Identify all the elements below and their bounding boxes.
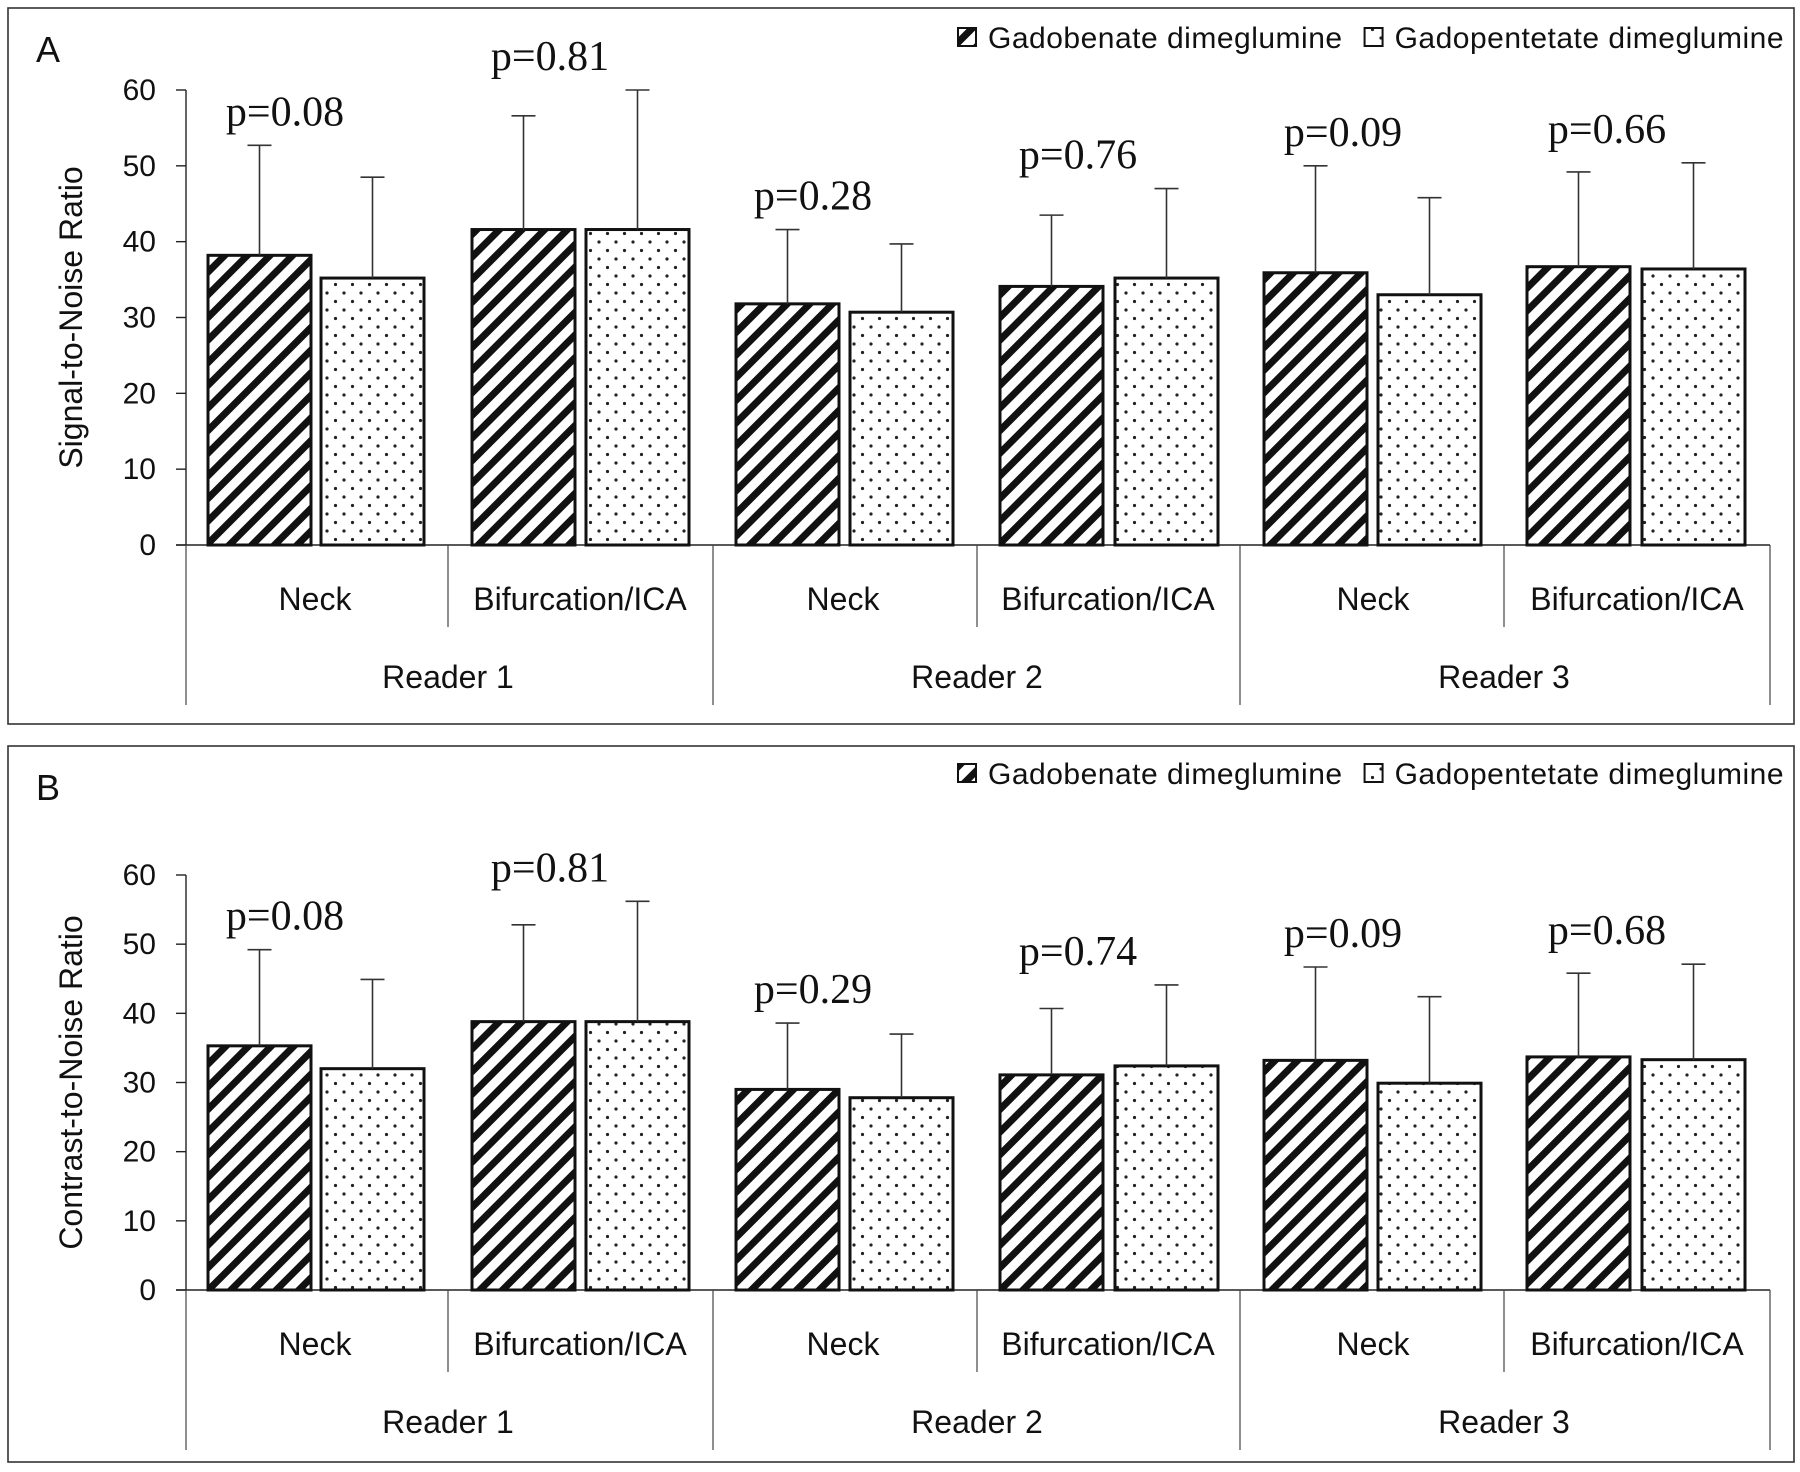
p-value-label: p=0.81 (491, 845, 609, 891)
bar-gadobenate (1262, 1058, 1369, 1292)
y-axis-label: Contrast-to-Noise Ratio (53, 915, 89, 1249)
y-tick-label: 30 (123, 302, 156, 335)
bar-gadobenate (998, 284, 1105, 547)
p-value-label: p=0.29 (754, 967, 872, 1013)
y-tick-label: 0 (139, 1274, 156, 1307)
legend-swatch-gadopentetate (1363, 763, 1384, 783)
legend-swatch-gadobenate (957, 763, 977, 783)
y-tick-label: 60 (123, 74, 156, 107)
panel-b: B Gadopentetate dimeglumine Gadobenate dim… (7, 745, 1795, 1463)
bar-gadopentetate (1113, 1064, 1220, 1292)
x-group-label: Reader 2 (911, 659, 1043, 695)
x-category-label: Bifurcation/ICA (473, 1326, 687, 1362)
p-value-label: p=0.08 (226, 894, 344, 940)
bar-gadopentetate (319, 1067, 426, 1292)
panel-label: B (36, 767, 60, 808)
y-tick-label: 30 (123, 1067, 156, 1100)
bar-gadopentetate (1113, 276, 1220, 547)
legend-label-gadopentetate: Gadopentetate dimeglumine (1395, 22, 1784, 55)
p-value-label: p=0.76 (1019, 133, 1137, 179)
x-category-label: Bifurcation/ICA (1530, 581, 1744, 617)
x-category-label: Bifurcation/ICA (1001, 1326, 1215, 1362)
legend-label-gadobenate: Gadobenate dimeglumine (988, 758, 1343, 791)
legend: Gadopentetate dimeglumine Gadobenate dime… (957, 22, 1784, 55)
bar-gadobenate (206, 1044, 313, 1292)
x-category-label: Bifurcation/ICA (1001, 581, 1215, 617)
bar-gadobenate (1525, 265, 1632, 547)
y-tick-label: 50 (123, 150, 156, 183)
p-value-label: p=0.81 (491, 34, 609, 80)
y-tick-label: 10 (123, 1205, 156, 1238)
bar-gadopentetate (584, 228, 691, 547)
bar-gadopentetate (1640, 1058, 1747, 1292)
p-value-label: p=0.28 (754, 174, 872, 220)
p-value-label: p=0.66 (1548, 107, 1666, 153)
legend-label-gadobenate: Gadobenate dimeglumine (988, 22, 1343, 55)
bar-gadopentetate (319, 276, 426, 547)
p-value-label: p=0.08 (226, 89, 344, 135)
bar-gadobenate (206, 253, 313, 547)
y-tick-label: 40 (123, 997, 156, 1030)
legend-label-gadopentetate: Gadopentetate dimeglumine (1395, 758, 1784, 791)
x-group-label: Reader 2 (911, 1404, 1043, 1440)
p-value-label: p=0.68 (1548, 908, 1666, 954)
bar-gadobenate (734, 1087, 841, 1292)
x-category-label: Bifurcation/ICA (1530, 1326, 1744, 1362)
x-group-label: Reader 3 (1438, 1404, 1570, 1440)
x-group-label: Reader 3 (1438, 659, 1570, 695)
bar-gadopentetate (848, 1096, 955, 1292)
bar-gadobenate (470, 1020, 577, 1292)
x-category-label: Neck (807, 581, 881, 617)
x-category-label: Neck (279, 581, 353, 617)
bar-gadobenate (734, 302, 841, 547)
bar-gadobenate (998, 1073, 1105, 1292)
bar-gadobenate (1525, 1055, 1632, 1292)
x-category-label: Neck (1337, 581, 1411, 617)
bar-gadopentetate (848, 310, 955, 547)
bar-gadopentetate (1640, 267, 1747, 547)
x-category-label: Neck (1337, 1326, 1411, 1362)
bar-gadobenate (470, 228, 577, 547)
p-value-label: p=0.74 (1019, 929, 1137, 975)
bar-gadopentetate (1376, 1081, 1483, 1292)
bar-gadopentetate (584, 1020, 691, 1292)
y-tick-label: 0 (139, 529, 156, 562)
panel-a: A Gadopentetate dimeglumine Gadobenate dim… (7, 7, 1795, 725)
legend-swatch-gadopentetate (1363, 27, 1384, 47)
y-tick-label: 40 (123, 226, 156, 259)
x-category-label: Bifurcation/ICA (473, 581, 687, 617)
x-category-label: Neck (807, 1326, 881, 1362)
x-group-label: Reader 1 (382, 1404, 514, 1440)
x-category-label: Neck (279, 1326, 353, 1362)
bar-gadopentetate (1376, 293, 1483, 547)
y-tick-label: 50 (123, 928, 156, 961)
y-axis-label: Signal-to-Noise Ratio (53, 166, 89, 468)
p-value-label: p=0.09 (1284, 911, 1402, 957)
legend: Gadopentetate dimeglumine Gadobenate dime… (957, 758, 1784, 791)
bar-gadobenate (1262, 271, 1369, 547)
y-tick-label: 60 (123, 859, 156, 892)
panel-label: A (36, 29, 60, 70)
legend-swatch-gadobenate (957, 27, 977, 47)
p-value-label: p=0.09 (1284, 110, 1402, 156)
y-tick-label: 20 (123, 1136, 156, 1169)
x-group-label: Reader 1 (382, 659, 514, 695)
y-tick-label: 10 (123, 453, 156, 486)
y-tick-label: 20 (123, 377, 156, 410)
